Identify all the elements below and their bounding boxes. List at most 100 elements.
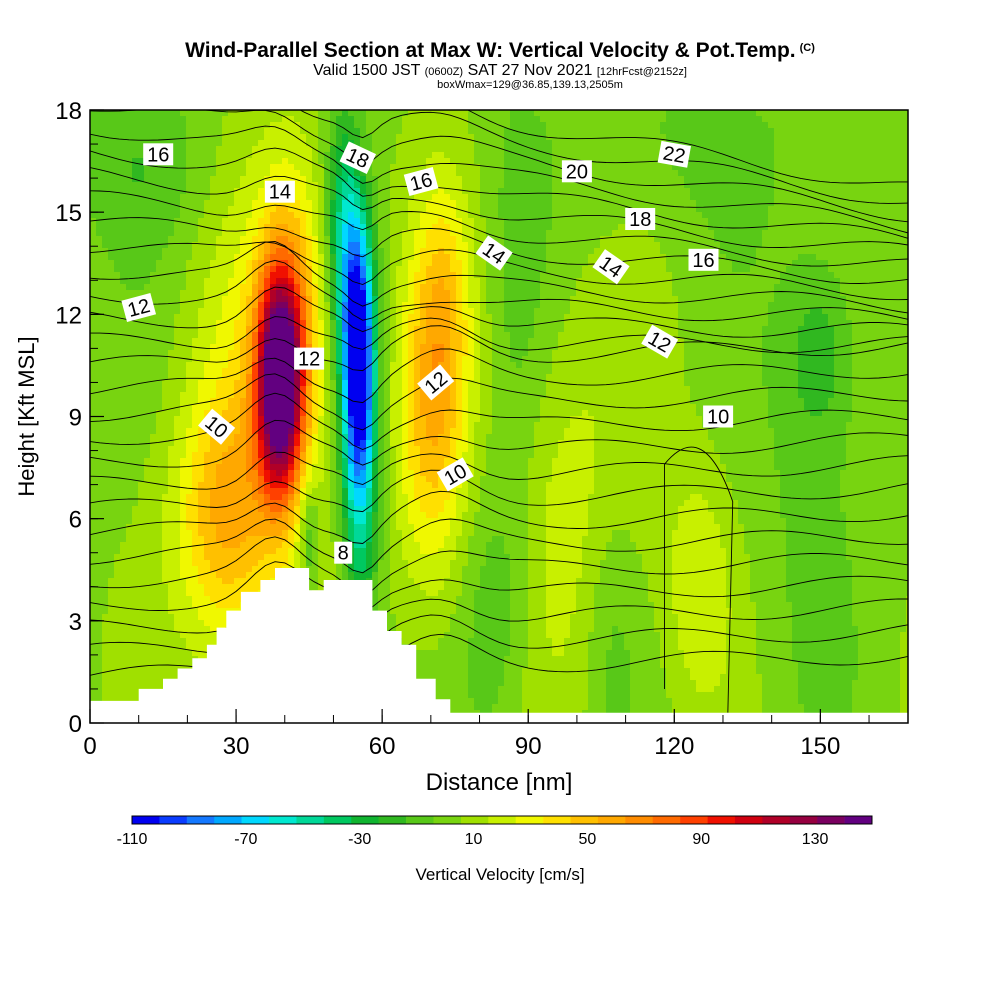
velocity-cell [654,128,661,135]
velocity-cell [396,158,403,165]
velocity-cell [816,278,823,285]
velocity-cell [498,110,505,117]
velocity-cell [648,236,655,243]
velocity-cell [834,110,841,117]
velocity-cell [612,170,619,177]
velocity-cell [240,308,247,315]
velocity-cell [138,278,145,285]
velocity-cell [768,134,775,141]
velocity-cell [498,194,505,201]
velocity-cell [876,152,883,159]
velocity-cell [762,272,769,279]
velocity-cell [522,230,529,237]
velocity-cell [672,122,679,129]
velocity-cell [678,194,685,201]
velocity-cell [366,116,373,123]
velocity-cell [510,242,517,249]
velocity-cell [126,110,133,117]
velocity-cell [468,290,475,297]
velocity-cell [432,272,439,279]
velocity-cell [144,266,151,273]
velocity-cell [648,140,655,147]
velocity-cell [714,146,721,153]
velocity-cell [102,236,109,243]
velocity-cell [246,128,253,135]
velocity-cell [816,260,823,267]
velocity-cell [516,128,523,135]
velocity-cell [882,170,889,177]
velocity-cell [228,284,235,291]
velocity-cell [816,212,823,219]
velocity-cell [222,146,229,153]
velocity-cell [804,212,811,219]
velocity-cell [144,326,151,333]
velocity-cell [630,188,637,195]
velocity-cell [666,236,673,243]
velocity-cell [138,116,145,123]
velocity-cell [906,134,908,141]
velocity-cell [138,122,145,129]
velocity-cell [846,218,853,225]
velocity-cell [402,140,409,147]
velocity-cell [648,194,655,201]
velocity-cell [564,266,571,273]
velocity-cell [828,164,835,171]
velocity-cell [114,242,121,249]
velocity-cell [696,140,703,147]
velocity-cell [762,320,769,327]
velocity-cell [336,134,343,141]
velocity-cell [636,272,643,279]
velocity-cell [342,230,349,237]
velocity-cell [570,224,577,231]
velocity-cell [96,236,103,243]
velocity-cell [120,140,127,147]
velocity-cell [762,224,769,231]
velocity-cell [834,140,841,147]
velocity-cell [264,254,271,261]
velocity-cell [186,194,193,201]
velocity-cell [186,236,193,243]
velocity-cell [612,320,619,327]
velocity-cell [858,194,865,201]
velocity-cell [300,302,307,309]
velocity-cell [120,176,127,183]
velocity-cell [204,308,211,315]
velocity-cell [768,116,775,123]
velocity-cell [222,248,229,255]
velocity-cell [720,314,727,321]
velocity-cell [390,224,397,231]
velocity-cell [678,308,685,315]
velocity-cell [618,284,625,291]
velocity-cell [168,260,175,267]
velocity-cell [192,188,199,195]
velocity-cell [366,248,373,255]
velocity-cell [738,170,745,177]
velocity-cell [378,254,385,261]
velocity-cell [342,188,349,195]
velocity-cell [804,236,811,243]
velocity-cell [690,122,697,129]
velocity-cell [540,128,547,135]
velocity-cell [174,200,181,207]
velocity-cell [150,176,157,183]
velocity-cell [210,110,217,117]
velocity-cell [234,152,241,159]
velocity-cell [342,272,349,279]
velocity-cell [498,158,505,165]
velocity-cell [468,284,475,291]
velocity-cell [906,224,908,231]
velocity-cell [120,326,127,333]
velocity-cell [558,218,565,225]
velocity-cell [126,158,133,165]
velocity-cell [738,152,745,159]
velocity-cell [552,266,559,273]
velocity-cell [534,242,541,249]
velocity-cell [336,140,343,147]
velocity-cell [324,284,331,291]
velocity-cell [168,170,175,177]
velocity-cell [360,224,367,231]
velocity-cell [510,236,517,243]
velocity-cell [726,242,733,249]
velocity-cell [720,242,727,249]
velocity-cell [318,212,325,219]
